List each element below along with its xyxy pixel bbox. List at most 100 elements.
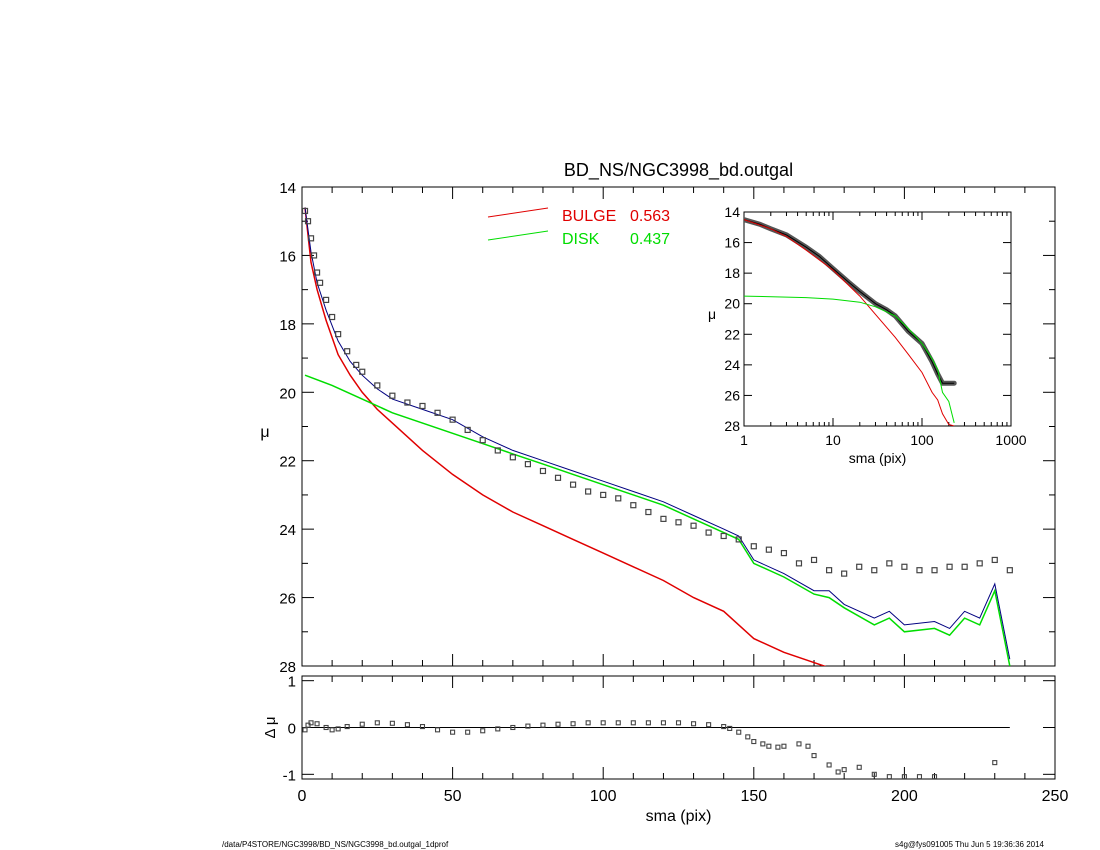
x-tick-label: 200 [891, 788, 918, 805]
legend-label: BULGE [562, 208, 616, 225]
residual-point [570, 721, 576, 727]
y-tick-label: 24 [279, 522, 296, 539]
inset-y-tick-label: 28 [724, 418, 740, 434]
y-tick-label: 26 [279, 591, 296, 608]
data-point [660, 515, 667, 522]
residual-point [691, 721, 697, 727]
data-point [307, 235, 315, 242]
residual-point [916, 774, 923, 779]
x-tick-label: 50 [444, 788, 462, 805]
inset-series-line-disk [744, 295, 955, 424]
y-tick-label: 14 [279, 180, 296, 197]
data-point [720, 532, 727, 540]
data-point [316, 279, 324, 286]
data-point [389, 392, 396, 399]
residual-point [745, 734, 751, 740]
residual-point [450, 729, 456, 735]
residual-point [760, 741, 766, 747]
residual-point [359, 721, 365, 727]
data-point [645, 508, 652, 516]
y-tick-label: 16 [279, 248, 296, 265]
residual-point [344, 724, 350, 730]
data-point [810, 556, 818, 564]
data-point [479, 437, 486, 444]
residual-point [826, 762, 832, 768]
legend-line-bulge [487, 207, 549, 218]
data-point [901, 563, 908, 570]
x-tick-label: 150 [740, 788, 767, 805]
inset-y-tick-label: 20 [724, 296, 740, 312]
x-tick-label: 100 [590, 788, 617, 805]
residual-point [751, 738, 757, 745]
residual-point [781, 743, 787, 749]
data-point [871, 567, 878, 574]
residual-point [630, 720, 636, 726]
residual-point [706, 722, 712, 728]
residual-point [555, 721, 561, 727]
y-tick-label: 20 [279, 385, 296, 402]
residual-point [811, 753, 817, 759]
data-point [569, 481, 577, 488]
data-point [434, 409, 441, 416]
inset-x-tick-label: 10 [825, 432, 841, 448]
inset-y-tick-label: 14 [724, 204, 740, 220]
data-point [509, 454, 516, 461]
data-point [750, 543, 757, 550]
data-point [931, 567, 938, 574]
data-point [554, 474, 562, 481]
data-point [825, 567, 833, 574]
data-point [916, 567, 923, 574]
residual-point [374, 720, 380, 726]
data-point [690, 522, 697, 529]
residual-point [766, 743, 772, 749]
residual-point [302, 727, 308, 733]
residual-point [615, 720, 621, 726]
residual-point [329, 727, 335, 733]
residual-point [314, 721, 320, 727]
chart-title: BD_NS/NGC3998_bd.outgal [564, 160, 793, 181]
residual-point [992, 760, 998, 766]
residual-point [495, 726, 501, 732]
data-point [630, 502, 637, 509]
data-point [795, 560, 803, 567]
data-point [335, 331, 342, 338]
data-point [359, 368, 366, 375]
data-point [449, 416, 456, 423]
inset-y-tick-label: 16 [724, 235, 740, 251]
data-point [841, 570, 848, 577]
inset-y-axis-label: μ [708, 306, 716, 322]
inset-y-tick-label: 22 [724, 326, 740, 342]
residual-point [308, 720, 314, 726]
data-point [494, 447, 501, 454]
inset-y-tick-label: 26 [724, 387, 740, 403]
residual-point [871, 771, 877, 777]
data-point [329, 313, 336, 321]
residual-point [389, 720, 395, 726]
data-point [765, 546, 772, 553]
residual-point [886, 774, 892, 779]
residual-point [645, 720, 651, 726]
residual-point [419, 724, 426, 730]
inset-plot-frame [743, 211, 1012, 427]
legend-label: DISK [562, 231, 600, 248]
inset-x-tick-label: 1 [740, 432, 748, 448]
residual-point [835, 769, 841, 775]
data-point [705, 529, 712, 536]
legend-value: 0.563 [630, 208, 670, 225]
x-tick-label: 0 [298, 788, 307, 805]
footer-file-path: /data/P4STORE/NGC3998/BD_NS/NGC3998_bd.o… [222, 840, 449, 849]
footer-timestamp: s4g@fys091005 Thu Jun 5 19:36:36 2014 [895, 840, 1044, 849]
series-line-bulge [304, 207, 995, 666]
residual-y-tick-label: 0 [288, 721, 296, 738]
data-point [353, 361, 360, 369]
data-point [524, 461, 532, 468]
residual-point [404, 722, 410, 728]
inset-x-tick-label: 100 [910, 432, 934, 448]
residual-point [525, 723, 531, 729]
x-axis-label: sma (pix) [646, 808, 712, 825]
legend-value: 0.437 [630, 231, 670, 248]
residual-point [600, 720, 606, 726]
residual-point [323, 724, 329, 731]
residual-point [675, 720, 682, 726]
series-line-disk [304, 374, 1011, 666]
